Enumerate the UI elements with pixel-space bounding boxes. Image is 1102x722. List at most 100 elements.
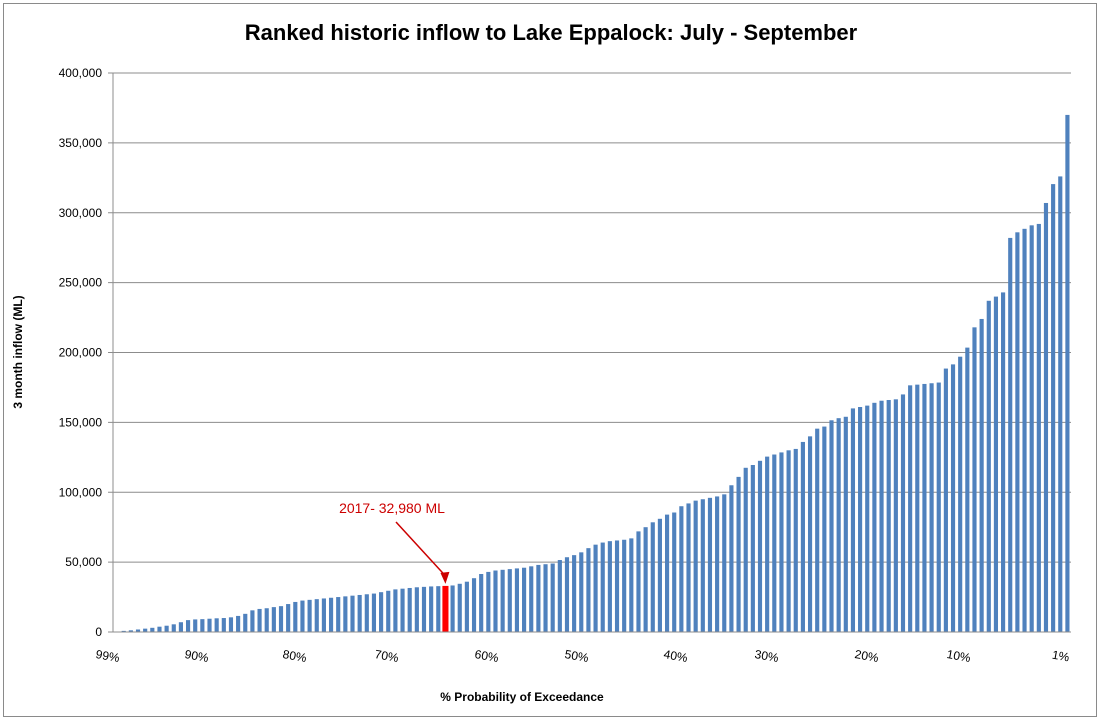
- bar: [679, 506, 684, 632]
- annotation-label: 2017- 32,980 ML: [339, 500, 445, 516]
- bar: [772, 454, 777, 632]
- bar: [822, 426, 827, 632]
- bar: [464, 581, 469, 632]
- bar: [135, 629, 141, 632]
- bars: [114, 114, 1070, 633]
- x-tick-label: 90%: [184, 647, 210, 665]
- bar: [1043, 202, 1049, 632]
- bar: [157, 626, 162, 632]
- bar: [164, 625, 169, 632]
- bar: [579, 552, 584, 632]
- bar: [564, 557, 570, 632]
- bar: [629, 538, 634, 632]
- bar: [185, 620, 191, 632]
- bar: [815, 428, 820, 632]
- bar: [715, 496, 720, 632]
- bar: [972, 327, 977, 632]
- bar: [736, 476, 741, 632]
- bar: [786, 450, 791, 632]
- bar: [264, 608, 269, 632]
- bar: [943, 368, 948, 632]
- annotation: 2017- 32,980 ML: [339, 500, 450, 584]
- bar: [386, 590, 391, 632]
- bar: [336, 597, 341, 632]
- bar: [529, 566, 534, 632]
- bar: [664, 514, 670, 632]
- bar: [793, 448, 798, 632]
- x-tick-label: 20%: [854, 647, 880, 665]
- bar: [872, 402, 877, 632]
- bar: [314, 599, 319, 632]
- x-tick-label: 10%: [946, 647, 972, 665]
- bar: [350, 595, 355, 632]
- y-tick-label: 50,000: [65, 555, 102, 569]
- bar: [400, 588, 405, 632]
- bar: [1029, 225, 1034, 632]
- bar: [1036, 223, 1041, 632]
- bar: [421, 586, 427, 632]
- bar: [550, 563, 555, 632]
- bar: [393, 589, 398, 632]
- bar: [858, 407, 863, 632]
- bar: [293, 601, 298, 632]
- bar: [865, 405, 870, 632]
- bar: [250, 610, 255, 632]
- bar: [936, 382, 941, 632]
- bar: [243, 613, 248, 632]
- bar: [779, 452, 784, 632]
- x-tick-label: 70%: [374, 647, 400, 665]
- bar: [178, 622, 183, 632]
- x-tick-label: 1%: [1051, 648, 1071, 665]
- bar: [1058, 176, 1063, 633]
- bar: [743, 467, 748, 632]
- bar: [479, 574, 484, 632]
- x-tick-label: 60%: [474, 647, 500, 665]
- bar: [915, 384, 920, 632]
- bar: [1051, 184, 1056, 632]
- bar: [193, 619, 198, 632]
- bar: [286, 604, 291, 632]
- bar: [414, 587, 419, 632]
- bar: [908, 385, 913, 632]
- bar: [1015, 232, 1020, 632]
- bar: [271, 607, 276, 632]
- bar: [993, 296, 999, 632]
- bar: [886, 400, 891, 632]
- bar: [614, 540, 620, 632]
- bar: [693, 500, 698, 632]
- bar: [436, 586, 441, 632]
- y-tick-label: 300,000: [59, 206, 103, 220]
- x-tick-label: 80%: [282, 647, 308, 665]
- bar: [450, 585, 455, 632]
- bar: [121, 630, 126, 632]
- bar: [636, 531, 641, 632]
- bar: [650, 522, 655, 632]
- bar: [600, 542, 605, 632]
- bar: [672, 512, 677, 632]
- bar: [722, 494, 727, 632]
- bar: [207, 618, 212, 632]
- bar: [493, 570, 498, 632]
- bar: [507, 569, 512, 632]
- bar: [522, 567, 527, 632]
- bar: [1065, 114, 1070, 633]
- y-tick-label: 250,000: [59, 276, 103, 290]
- bar: [300, 600, 305, 632]
- bar: [343, 596, 348, 632]
- bar: [700, 499, 705, 632]
- bar: [429, 586, 434, 632]
- annotation-arrowhead: [440, 571, 450, 584]
- bar: [986, 300, 991, 632]
- bar: [307, 599, 312, 632]
- bar: [457, 583, 462, 632]
- bar: [486, 571, 491, 632]
- bar: [543, 564, 548, 632]
- bar: [950, 364, 956, 632]
- x-tick-label: 30%: [754, 647, 780, 665]
- bar: [829, 420, 834, 632]
- bar: [236, 615, 241, 632]
- bar: [536, 564, 541, 632]
- bar: [807, 436, 813, 632]
- bar: [929, 383, 934, 632]
- bar: [593, 544, 598, 632]
